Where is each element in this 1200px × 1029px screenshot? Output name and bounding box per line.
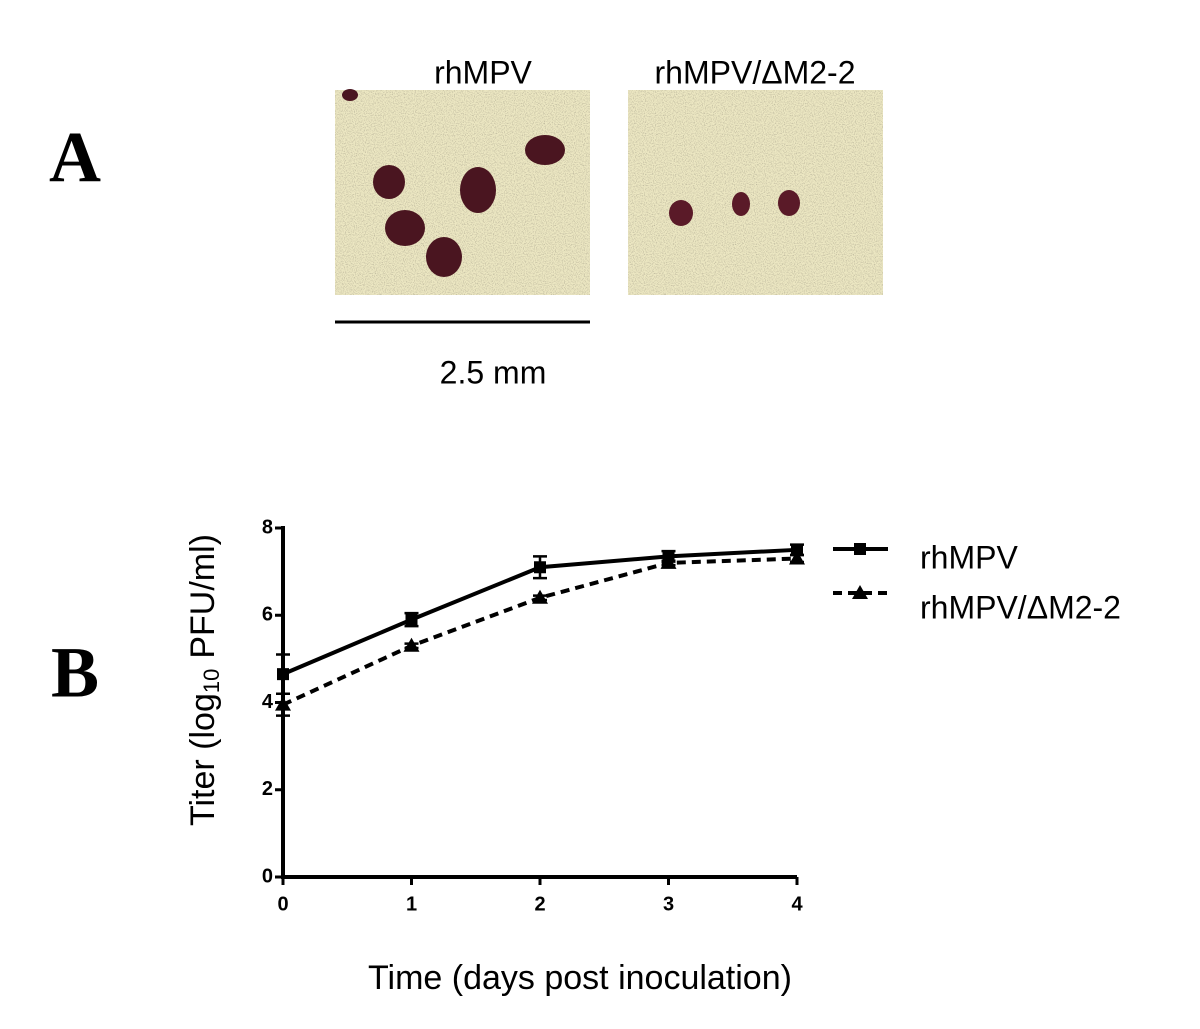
y-tick-label: 6 — [262, 604, 273, 626]
image-title: rhMPV — [434, 54, 532, 90]
plaque-image — [335, 89, 590, 295]
y-tick-label: 2 — [262, 778, 273, 800]
marker — [852, 585, 868, 599]
marker — [534, 561, 546, 574]
y-axis-label: Titer (log10 PFU/ml) — [184, 534, 224, 826]
y-label-part: Titer (log — [184, 693, 222, 826]
y-label-part: PFU/ml) — [184, 534, 222, 659]
x-tick-label: 1 — [406, 893, 417, 915]
y-tick-label: 0 — [262, 865, 273, 887]
x-tick-label: 0 — [277, 893, 288, 915]
y-label-sub: 10 — [199, 669, 224, 693]
marker — [277, 668, 289, 681]
y-tick-label: 8 — [262, 516, 273, 538]
marker — [660, 554, 677, 569]
panel-label: B — [51, 633, 99, 713]
x-tick-label: 3 — [663, 893, 674, 915]
series-line — [282, 556, 798, 707]
image-title: rhMPV/ΔM2-2 — [655, 54, 856, 90]
marker — [791, 543, 803, 556]
x-tick-label: 2 — [534, 893, 545, 915]
marker — [854, 543, 866, 555]
marker — [532, 589, 548, 604]
legend-label: rhMPV — [920, 539, 1018, 575]
scale-label: 2.5 mm — [440, 354, 547, 390]
marker — [405, 613, 418, 626]
panel-label: A — [49, 118, 101, 198]
marker — [789, 550, 805, 565]
plaque-image — [628, 90, 883, 295]
x-axis-label: Time (days post inoculation) — [368, 959, 792, 997]
marker — [275, 696, 291, 711]
x-tick-label: 4 — [791, 893, 803, 915]
marker — [403, 637, 420, 652]
legend-label: rhMPV/ΔM2-2 — [920, 589, 1121, 625]
y-tick-label: 4 — [262, 691, 274, 713]
